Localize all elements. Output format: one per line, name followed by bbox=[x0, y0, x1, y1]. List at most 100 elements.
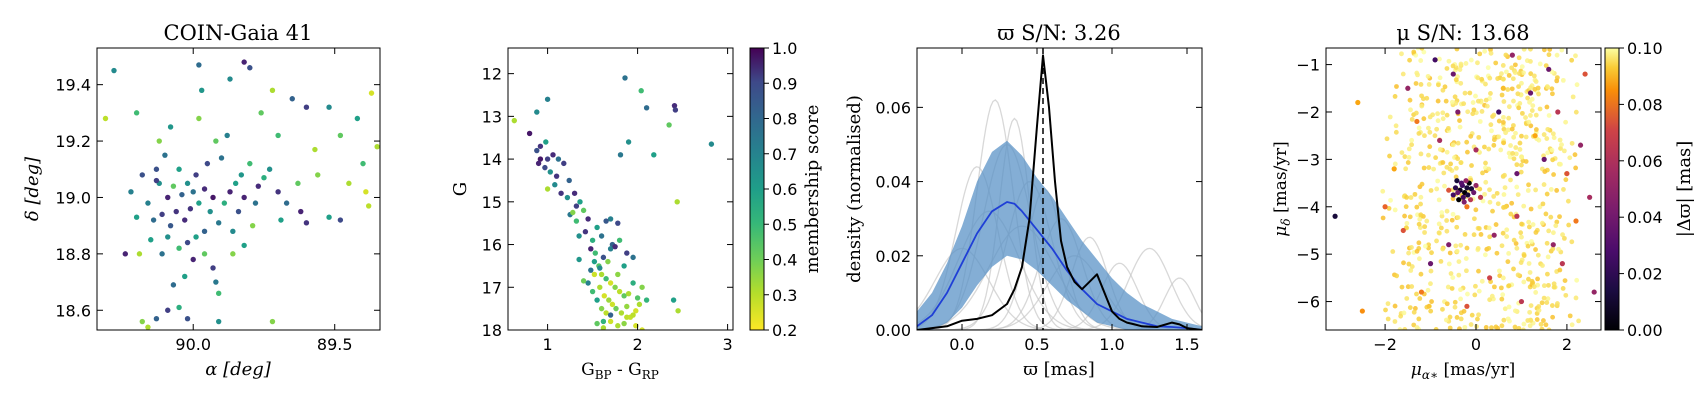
proper-motion-point bbox=[1461, 199, 1467, 205]
field-star-point bbox=[1418, 58, 1424, 63]
panel2-ytick-label: 17 bbox=[482, 278, 502, 297]
proper-motion-point bbox=[1559, 261, 1565, 267]
field-star-point bbox=[1535, 252, 1541, 258]
sky-point bbox=[247, 160, 253, 167]
field-star-point bbox=[1399, 150, 1405, 156]
field-star-point bbox=[1416, 316, 1422, 322]
field-star-point bbox=[1528, 317, 1533, 323]
sky-point bbox=[269, 87, 276, 94]
field-star-point bbox=[1479, 76, 1485, 82]
field-star-point bbox=[1506, 104, 1512, 110]
cmd-point bbox=[615, 323, 621, 329]
sky-point bbox=[354, 115, 361, 122]
field-star-point bbox=[1425, 287, 1431, 293]
sky-point bbox=[182, 273, 188, 280]
sky-point bbox=[190, 256, 196, 263]
field-star-point bbox=[1569, 239, 1575, 245]
field-star-point bbox=[1523, 134, 1529, 140]
sky-point bbox=[227, 189, 233, 195]
cmd-point bbox=[594, 320, 600, 327]
panel4-xtick-label: 2 bbox=[1562, 335, 1572, 354]
field-star-point bbox=[1418, 194, 1424, 200]
cmd-point bbox=[591, 258, 598, 265]
field-star-point bbox=[1511, 134, 1517, 140]
sky-point bbox=[201, 251, 208, 257]
field-star-point bbox=[1425, 73, 1431, 79]
field-star-point bbox=[1447, 314, 1453, 320]
panel3-ylabel: density (normalised) bbox=[844, 95, 865, 283]
field-star-point bbox=[1545, 296, 1551, 302]
cmd-point bbox=[577, 199, 583, 205]
field-star-point bbox=[1426, 82, 1432, 87]
cmd-point bbox=[537, 143, 544, 149]
field-star-point bbox=[1386, 206, 1392, 211]
field-star-point bbox=[1406, 261, 1412, 267]
cmd-point bbox=[588, 267, 594, 273]
field-star-point bbox=[1530, 280, 1536, 286]
field-star-point bbox=[1409, 137, 1415, 143]
panel3-ytick-label: 0.06 bbox=[875, 98, 911, 117]
field-star-point bbox=[1471, 232, 1477, 238]
field-star-point bbox=[1482, 144, 1487, 150]
sky-point bbox=[295, 180, 301, 187]
field-star-point bbox=[1499, 92, 1505, 98]
proper-motion-point bbox=[1546, 66, 1552, 72]
field-star-point bbox=[1539, 220, 1545, 226]
cmd-point bbox=[674, 199, 680, 205]
field-star-point bbox=[1475, 60, 1480, 66]
field-star-point bbox=[1506, 115, 1512, 121]
field-star-point bbox=[1544, 240, 1550, 246]
field-star-point bbox=[1500, 292, 1506, 298]
field-star-point bbox=[1573, 109, 1579, 115]
field-star-point bbox=[1449, 99, 1455, 105]
field-star-point bbox=[1508, 177, 1513, 183]
field-star-point bbox=[1572, 152, 1578, 158]
panel1-ytick-label: 19.2 bbox=[55, 132, 91, 151]
field-star-point bbox=[1549, 86, 1555, 92]
field-star-point bbox=[1444, 208, 1450, 214]
sky-point bbox=[303, 104, 310, 110]
field-star-point bbox=[1390, 249, 1396, 254]
field-star-point bbox=[1426, 165, 1432, 170]
cmd-point bbox=[615, 271, 621, 278]
field-star-point bbox=[1510, 76, 1516, 82]
field-star-point bbox=[1402, 154, 1408, 160]
panel2-points bbox=[511, 75, 715, 330]
field-star-point bbox=[1399, 51, 1404, 57]
cmd-point bbox=[605, 258, 611, 265]
field-star-point bbox=[1435, 118, 1441, 124]
field-star-point bbox=[1550, 91, 1555, 97]
parallax-sample-curve bbox=[917, 247, 1202, 330]
proper-motion-point bbox=[1450, 192, 1456, 198]
proper-motion-point bbox=[1471, 189, 1477, 196]
field-star-point bbox=[1449, 217, 1455, 223]
field-star-point bbox=[1435, 98, 1441, 104]
sky-point bbox=[111, 67, 117, 74]
field-star-point bbox=[1415, 48, 1421, 51]
cmd-point bbox=[606, 297, 612, 303]
field-star-point bbox=[1501, 99, 1507, 104]
sky-point bbox=[153, 166, 160, 172]
field-star-point bbox=[1541, 283, 1547, 289]
field-star-point bbox=[1452, 94, 1458, 100]
proper-motion-point bbox=[1514, 170, 1520, 177]
sky-point bbox=[224, 132, 230, 139]
field-star-point bbox=[1514, 162, 1520, 168]
field-star-point bbox=[1500, 230, 1506, 236]
field-star-point bbox=[1454, 48, 1460, 52]
panel1-frame bbox=[96, 47, 381, 331]
cmd-point bbox=[616, 288, 623, 295]
field-star-point bbox=[1521, 279, 1527, 285]
field-star-point bbox=[1563, 292, 1569, 298]
field-star-point bbox=[1440, 246, 1446, 252]
field-star-point bbox=[1554, 78, 1560, 84]
field-star-point bbox=[1567, 155, 1573, 161]
panel3-ytick-label: 0.04 bbox=[875, 173, 911, 192]
field-star-point bbox=[1435, 111, 1440, 117]
proper-motion-point bbox=[1577, 142, 1584, 148]
field-star-point bbox=[1462, 324, 1468, 330]
field-star-point bbox=[1415, 72, 1420, 78]
field-star-point bbox=[1566, 222, 1572, 228]
field-star-point bbox=[1453, 243, 1459, 249]
field-star-point bbox=[1548, 187, 1554, 192]
